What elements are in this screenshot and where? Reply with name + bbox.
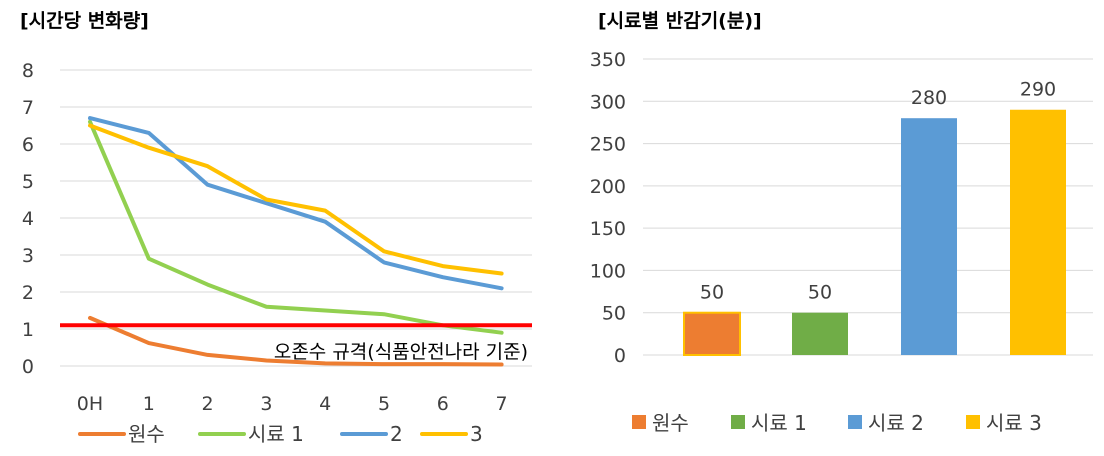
bar-chart-y-tick: 250 [590,134,626,156]
bar-원수 [683,311,741,357]
bar-data-label: 50 [700,282,724,304]
line-series-2 [88,116,504,291]
line-chart-x-tick: 3 [260,393,272,415]
bar-chart-y-tick: 100 [590,260,626,282]
line-chart-y-tick: 7 [22,97,34,119]
line-chart-y-tick: 3 [22,245,34,267]
line-chart-y-tick: 2 [22,282,34,304]
line-chart-y-tick: 8 [22,60,34,82]
line-legend-label: 2 [390,422,403,446]
bar-시료-2 [901,118,957,355]
line-series-3 [88,123,504,276]
line-series-원수 [88,315,504,367]
line-chart-x-tick: 2 [202,393,214,415]
bar-legend-label: 시료 3 [986,411,1042,435]
line-legend-label: 원수 [128,422,165,446]
line-chart-y-tick: 1 [22,319,34,341]
bar-chart-y-tick: 350 [590,49,626,71]
line-legend-label: 3 [470,422,483,446]
bar-chart-y-tick: 150 [590,218,626,240]
line-chart-x-tick: 7 [496,393,508,415]
line-legend-label: 시료 1 [248,422,304,446]
line-chart-x-tick: 4 [319,393,331,415]
line-series-시료-1 [88,119,504,335]
bar-legend-label: 시료 2 [868,411,924,435]
bar-chart-y-tick: 300 [590,91,626,113]
line-chart-x-tick: 5 [378,393,390,415]
line-chart-y-tick: 0 [22,356,34,378]
bar-chart-title: [시료별 반감기(분)] [598,10,762,32]
bar-legend-label: 원수 [652,411,689,435]
bar-legend-swatch [632,415,646,429]
bar-legend-label: 시료 1 [751,411,807,435]
line-chart-y-tick: 6 [22,134,34,156]
bar-legend-swatch [966,415,980,429]
bar-chart-y-tick: 50 [602,303,626,325]
bar-시료-3 [1010,109,1066,355]
bar-data-label: 50 [808,282,832,304]
line-chart-x-tick: 6 [437,393,449,415]
reference-line-label: 오존수 규격(식품안전나라 기준) [274,341,528,363]
bar-data-label: 290 [1020,79,1056,101]
line-chart-x-tick: 0H [77,393,103,415]
bar-chart-y-tick: 0 [614,345,626,367]
bar-chart-y-tick: 200 [590,176,626,198]
line-chart-x-tick: 1 [143,393,155,415]
bar-data-label: 280 [911,87,947,109]
line-chart-title: [시간당 변화량] [20,10,149,32]
bar-legend-swatch [848,415,862,429]
bar-legend-swatch [731,415,745,429]
line-chart-y-tick: 5 [22,171,34,193]
bar-시료-1 [792,312,848,355]
line-chart-y-tick: 4 [22,208,34,230]
